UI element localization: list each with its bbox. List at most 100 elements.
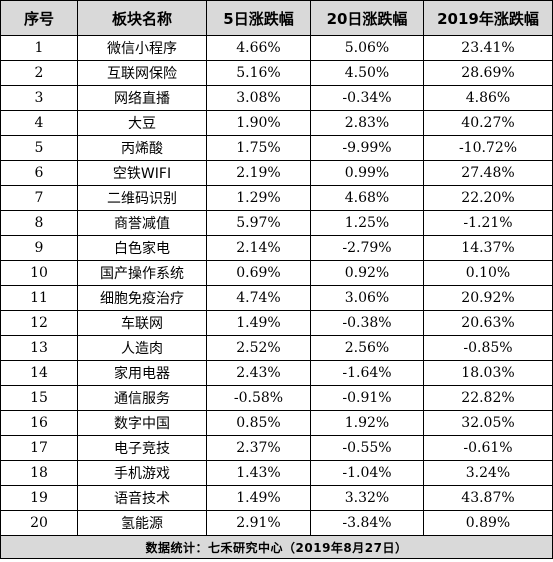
change-5day-cell: 1.29% [206, 185, 311, 211]
change-2019-cell: 43.87% [423, 485, 553, 511]
header-sector-name: 板块名称 [77, 0, 207, 36]
index-cell: 13 [0, 335, 78, 361]
table-row: 8 商誉减值 5.97% 1.25% -1.21% [0, 210, 553, 236]
index-cell: 2 [0, 60, 78, 86]
table-row: 10 国产操作系统 0.69% 0.92% 0.10% [0, 260, 553, 286]
change-20day-cell: 1.25% [310, 210, 424, 236]
change-2019-cell: 4.86% [423, 85, 553, 111]
table-row: 17 电子竞技 2.37% -0.55% -0.61% [0, 435, 553, 461]
index-cell: 20 [0, 510, 78, 536]
change-20day-cell: -9.99% [310, 135, 424, 161]
index-cell: 16 [0, 410, 78, 436]
sector-name-cell: 微信小程序 [77, 35, 207, 61]
index-cell: 5 [0, 135, 78, 161]
change-20day-cell: -0.91% [310, 385, 424, 411]
index-cell: 7 [0, 185, 78, 211]
sector-name-cell: 大豆 [77, 110, 207, 136]
change-20day-cell: -2.79% [310, 235, 424, 261]
change-20day-cell: 0.99% [310, 160, 424, 186]
change-2019-cell: 0.10% [423, 260, 553, 286]
index-cell: 19 [0, 485, 78, 511]
sector-name-cell: 人造肉 [77, 335, 207, 361]
data-source-note: 数据统计：七禾研究中心（2019年8月27日） [0, 535, 553, 559]
change-2019-cell: 14.37% [423, 235, 553, 261]
change-2019-cell: -10.72% [423, 135, 553, 161]
index-cell: 9 [0, 235, 78, 261]
change-20day-cell: 3.06% [310, 285, 424, 311]
change-20day-cell: -0.34% [310, 85, 424, 111]
change-2019-cell: 28.69% [423, 60, 553, 86]
change-5day-cell: 1.43% [206, 460, 311, 486]
change-5day-cell: 2.43% [206, 360, 311, 386]
sector-name-cell: 通信服务 [77, 385, 207, 411]
change-2019-cell: 0.89% [423, 510, 553, 536]
table-row: 3 网络直播 3.08% -0.34% 4.86% [0, 85, 553, 111]
table-row: 11 细胞免疫治疗 4.74% 3.06% 20.92% [0, 285, 553, 311]
index-cell: 15 [0, 385, 78, 411]
change-5day-cell: 2.37% [206, 435, 311, 461]
change-2019-cell: 22.82% [423, 385, 553, 411]
change-2019-cell: -1.21% [423, 210, 553, 236]
change-5day-cell: 1.49% [206, 310, 311, 336]
sector-name-cell: 国产操作系统 [77, 260, 207, 286]
header-2019-change: 2019年涨跌幅 [423, 0, 553, 36]
index-cell: 17 [0, 435, 78, 461]
change-5day-cell: 2.19% [206, 160, 311, 186]
change-2019-cell: 18.03% [423, 360, 553, 386]
table-row: 12 车联网 1.49% -0.38% 20.63% [0, 310, 553, 336]
table-row: 19 语音技术 1.49% 3.32% 43.87% [0, 485, 553, 511]
table-body: 1 微信小程序 4.66% 5.06% 23.41% 2 互联网保险 5.16% 4.50% 28… [0, 35, 553, 536]
change-2019-cell: 23.41% [423, 35, 553, 61]
table-footer: 数据统计：七禾研究中心（2019年8月27日） [0, 535, 553, 559]
change-20day-cell: -0.38% [310, 310, 424, 336]
header-5day-change: 5日涨跌幅 [206, 0, 311, 36]
change-5day-cell: 4.74% [206, 285, 311, 311]
table-row: 1 微信小程序 4.66% 5.06% 23.41% [0, 35, 553, 61]
change-5day-cell: 5.16% [206, 60, 311, 86]
change-20day-cell: 5.06% [310, 35, 424, 61]
header-row: 序号 板块名称 5日涨跌幅 20日涨跌幅 2019年涨跌幅 [0, 0, 553, 36]
change-2019-cell: 27.48% [423, 160, 553, 186]
header-20day-change: 20日涨跌幅 [310, 0, 424, 36]
change-5day-cell: 2.91% [206, 510, 311, 536]
sector-name-cell: 车联网 [77, 310, 207, 336]
table-header: 序号 板块名称 5日涨跌幅 20日涨跌幅 2019年涨跌幅 [0, 0, 553, 36]
sector-name-cell: 家用电器 [77, 360, 207, 386]
index-cell: 11 [0, 285, 78, 311]
change-5day-cell: 0.85% [206, 410, 311, 436]
sector-name-cell: 空铁WIFI [77, 160, 207, 186]
table-row: 14 家用电器 2.43% -1.64% 18.03% [0, 360, 553, 386]
table-row: 15 通信服务 -0.58% -0.91% 22.82% [0, 385, 553, 411]
header-index: 序号 [0, 0, 78, 36]
sector-name-cell: 氢能源 [77, 510, 207, 536]
change-20day-cell: 3.32% [310, 485, 424, 511]
change-5day-cell: 5.97% [206, 210, 311, 236]
change-20day-cell: 1.92% [310, 410, 424, 436]
sector-name-cell: 细胞免疫治疗 [77, 285, 207, 311]
table-row: 4 大豆 1.90% 2.83% 40.27% [0, 110, 553, 136]
change-2019-cell: 20.63% [423, 310, 553, 336]
sector-name-cell: 网络直播 [77, 85, 207, 111]
change-5day-cell: -0.58% [206, 385, 311, 411]
sector-name-cell: 商誉减值 [77, 210, 207, 236]
change-20day-cell: 4.68% [310, 185, 424, 211]
table-row: 2 互联网保险 5.16% 4.50% 28.69% [0, 60, 553, 86]
table-row: 6 空铁WIFI 2.19% 0.99% 27.48% [0, 160, 553, 186]
change-20day-cell: -1.64% [310, 360, 424, 386]
index-cell: 10 [0, 260, 78, 286]
change-20day-cell: 4.50% [310, 60, 424, 86]
sector-name-cell: 丙烯酸 [77, 135, 207, 161]
index-cell: 4 [0, 110, 78, 136]
sector-name-cell: 互联网保险 [77, 60, 207, 86]
index-cell: 1 [0, 35, 78, 61]
change-5day-cell: 1.49% [206, 485, 311, 511]
sector-name-cell: 白色家电 [77, 235, 207, 261]
change-2019-cell: 3.24% [423, 460, 553, 486]
change-2019-cell: -0.61% [423, 435, 553, 461]
index-cell: 18 [0, 460, 78, 486]
change-5day-cell: 0.69% [206, 260, 311, 286]
change-20day-cell: -3.84% [310, 510, 424, 536]
table-row: 20 氢能源 2.91% -3.84% 0.89% [0, 510, 553, 536]
table-row: 18 手机游戏 1.43% -1.04% 3.24% [0, 460, 553, 486]
change-5day-cell: 1.90% [206, 110, 311, 136]
